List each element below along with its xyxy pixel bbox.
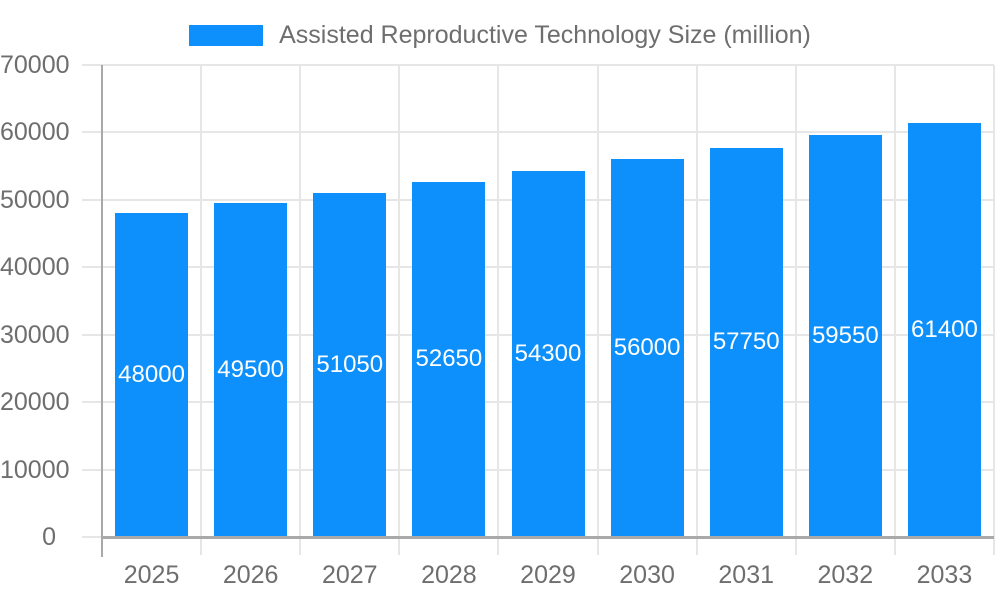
x-axis-label: 2026	[222, 561, 279, 589]
x-axis-label: 2027	[321, 561, 378, 589]
bar[interactable]	[709, 147, 783, 537]
x-grid-line	[200, 65, 203, 537]
chart-legend[interactable]: Assisted Reproductive Technology Size (m…	[0, 16, 1000, 54]
bar[interactable]	[808, 135, 882, 537]
bar-value-label: 57750	[712, 328, 780, 356]
y-tick-label: 10000	[0, 455, 70, 484]
bar[interactable]	[412, 181, 486, 537]
x-tick	[596, 537, 599, 555]
bar-value-label: 54300	[514, 339, 582, 367]
bar[interactable]	[511, 170, 585, 537]
y-tick-label: 20000	[0, 388, 70, 417]
x-grid-line	[893, 65, 896, 537]
legend-label: Assisted Reproductive Technology Size (m…	[279, 21, 811, 49]
bar-value-label: 51050	[316, 350, 384, 378]
y-tick	[82, 536, 102, 538]
x-tick	[398, 537, 401, 555]
x-axis-label: 2030	[619, 561, 675, 589]
x-axis-label: 2025	[123, 561, 180, 589]
x-axis-line	[102, 536, 994, 539]
y-tick	[82, 333, 102, 336]
x-tick	[200, 537, 203, 555]
x-tick	[695, 537, 698, 555]
bar[interactable]	[115, 213, 189, 537]
bar-value-label: 48000	[118, 361, 185, 389]
x-axis-label: 2028	[421, 561, 477, 589]
x-axis-label: 2033	[916, 561, 973, 589]
y-tick	[82, 401, 102, 404]
x-axis-label: 2032	[817, 561, 874, 589]
y-grid-line	[102, 64, 994, 66]
bar[interactable]	[907, 122, 981, 537]
x-tick	[497, 537, 500, 555]
bar-value-label: 49500	[217, 356, 285, 384]
x-tick	[794, 537, 797, 555]
y-tick-label: 40000	[0, 253, 70, 282]
bar[interactable]	[214, 203, 288, 537]
bar[interactable]	[610, 159, 684, 537]
x-tick	[299, 537, 302, 555]
bar[interactable]	[313, 192, 387, 537]
y-tick	[82, 468, 102, 471]
x-axis-label: 2029	[520, 561, 576, 589]
y-tick-label: 70000	[0, 51, 70, 79]
x-grid-line	[299, 65, 302, 537]
y-axis-line	[101, 65, 103, 557]
y-tick-label: 50000	[0, 185, 70, 214]
y-tick-label: 60000	[0, 118, 70, 147]
y-grid-line	[102, 131, 994, 134]
bar-value-label: 59550	[811, 322, 879, 350]
y-tick-label: 0	[42, 523, 56, 551]
y-tick	[82, 131, 102, 134]
y-tick	[82, 266, 102, 269]
x-grid-line	[497, 65, 500, 537]
y-tick-label: 30000	[0, 320, 70, 349]
y-tick	[82, 198, 102, 201]
bar-value-label: 61400	[911, 315, 978, 343]
x-grid-line	[794, 65, 797, 537]
legend-swatch-icon	[189, 24, 264, 46]
x-tick	[993, 537, 995, 555]
x-grid-line	[596, 65, 599, 537]
bar-value-label: 56000	[613, 334, 681, 362]
bar-value-label: 52650	[415, 345, 483, 373]
x-axis-label: 2031	[718, 561, 775, 589]
x-tick	[893, 537, 896, 555]
y-tick	[82, 64, 102, 66]
x-grid-line	[695, 65, 698, 537]
x-grid-line	[398, 65, 401, 537]
x-grid-line	[993, 65, 995, 537]
